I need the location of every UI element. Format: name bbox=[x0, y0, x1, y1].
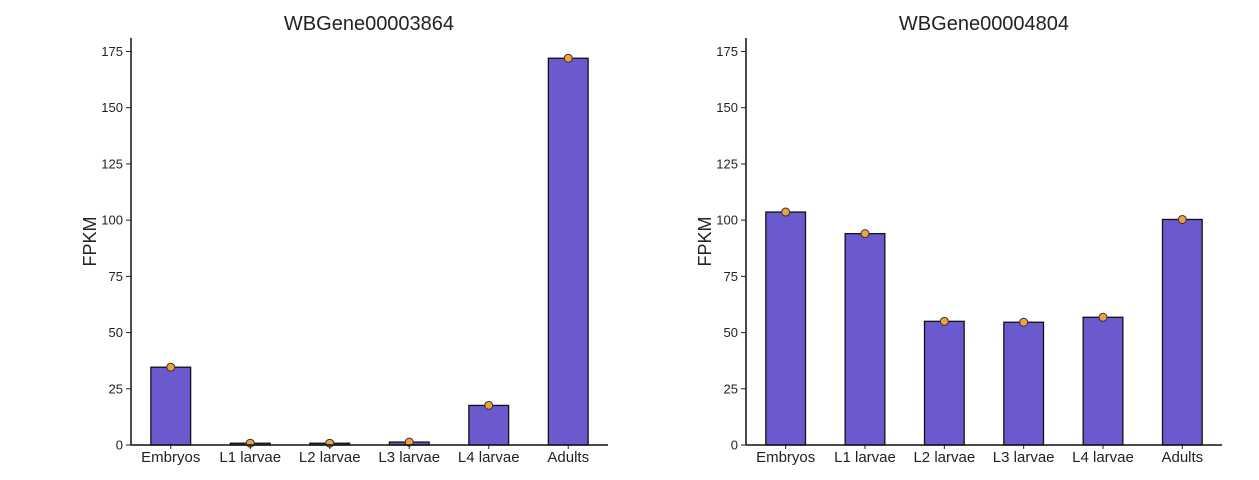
y-tick-label: 0 bbox=[116, 438, 123, 453]
data-point bbox=[484, 400, 494, 410]
x-tick-label: Adults bbox=[547, 449, 589, 466]
y-tick-label: 175 bbox=[101, 44, 123, 59]
chart-panel-left: WBGene00003864 FPKM 0 25 50 75 100 125 150 175 Emb… bbox=[80, 13, 608, 466]
bar bbox=[1003, 321, 1045, 446]
x-tick-label: Embryos bbox=[141, 449, 200, 466]
y-tick-label: 50 bbox=[109, 325, 123, 340]
bar bbox=[547, 57, 589, 446]
x-tick-label: L2 larvae bbox=[913, 449, 975, 466]
y-axis-label: FPKM bbox=[695, 216, 715, 266]
y-tick-label: 50 bbox=[724, 325, 738, 340]
y-tick-label: 25 bbox=[109, 381, 123, 396]
chart-title: WBGene00003864 bbox=[284, 13, 454, 35]
x-tick-label: L2 larvae bbox=[299, 449, 361, 466]
bar bbox=[150, 366, 192, 446]
x-tick-label: Adults bbox=[1161, 449, 1203, 466]
data-point bbox=[1177, 214, 1187, 224]
data-point bbox=[939, 316, 949, 326]
x-tick-label: Embryos bbox=[756, 449, 815, 466]
bar bbox=[923, 320, 965, 446]
data-point bbox=[1019, 317, 1029, 327]
bar bbox=[765, 211, 807, 446]
bar bbox=[844, 232, 886, 446]
y-tick-label: 150 bbox=[101, 100, 123, 115]
y-tick-label: 100 bbox=[101, 213, 123, 228]
y-tick-label: 25 bbox=[724, 381, 738, 396]
y-tick-label: 125 bbox=[716, 156, 738, 171]
y-axis-label: FPKM bbox=[80, 216, 100, 266]
data-point bbox=[166, 362, 176, 372]
y-tick-label: 100 bbox=[716, 213, 738, 228]
y-tick-label: 175 bbox=[716, 44, 738, 59]
x-tick-label: L3 larvae bbox=[378, 449, 440, 466]
x-tick-label: L1 larvae bbox=[219, 449, 281, 466]
data-point bbox=[781, 207, 791, 217]
bar bbox=[468, 404, 510, 446]
data-point bbox=[860, 229, 870, 239]
x-tick-label: L3 larvae bbox=[993, 449, 1055, 466]
x-tick-label: L1 larvae bbox=[834, 449, 896, 466]
y-tick-label: 150 bbox=[716, 100, 738, 115]
y-tick-label: 125 bbox=[101, 156, 123, 171]
x-tick-label: L4 larvae bbox=[458, 449, 520, 466]
y-tick-label: 75 bbox=[109, 269, 123, 284]
data-point bbox=[1098, 312, 1108, 322]
data-point bbox=[563, 53, 573, 63]
y-tick-label: 75 bbox=[724, 269, 738, 284]
chart-panel-right: WBGene00004804 FPKM 0 25 50 75 100 125 150 175 Emb… bbox=[695, 13, 1222, 466]
bar bbox=[1161, 218, 1203, 446]
x-tick-label: L4 larvae bbox=[1072, 449, 1134, 466]
chart-title: WBGene00004804 bbox=[899, 13, 1069, 35]
bar bbox=[1082, 316, 1124, 446]
y-tick-label: 0 bbox=[731, 438, 738, 453]
